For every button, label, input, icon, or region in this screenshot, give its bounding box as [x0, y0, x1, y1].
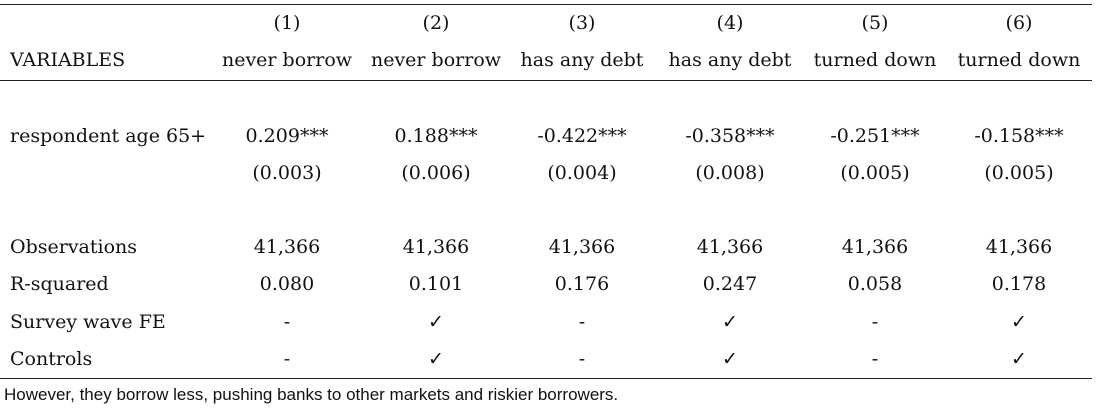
observations-2: 41,366: [402, 236, 470, 258]
table-header-rule: [0, 80, 1092, 81]
row-label-r-squared: R-squared: [10, 273, 109, 295]
column-title-4: has any debt: [668, 49, 792, 71]
controls-3: -: [578, 348, 586, 370]
row-label-survey-wave-fe: Survey wave FE: [10, 311, 166, 333]
table-bottom-rule: [0, 378, 1092, 379]
row-label-age: respondent age 65+: [10, 125, 207, 147]
column-title-6: turned down: [957, 49, 1081, 71]
r-squared-1: 0.080: [259, 273, 315, 295]
column-title-3: has any debt: [520, 49, 644, 71]
survey-wave-fe-1: -: [283, 311, 291, 333]
observations-6: 41,366: [985, 236, 1053, 258]
table-caption: However, they borrow less, pushing banks…: [4, 385, 619, 404]
coefficient-4: -0.358***: [685, 125, 775, 147]
std-error-4: (0.008): [695, 162, 765, 184]
row-label-observations: Observations: [10, 236, 138, 258]
r-squared-6: 0.178: [991, 273, 1047, 295]
controls-4: ✓: [722, 348, 738, 370]
column-number-3: (3): [568, 12, 596, 34]
coefficient-6: -0.158***: [974, 125, 1064, 147]
coefficient-2: 0.188***: [394, 125, 478, 147]
column-number-2: (2): [422, 12, 450, 34]
column-number-1: (1): [273, 12, 301, 34]
row-label-controls: Controls: [10, 348, 93, 370]
column-number-6: (6): [1005, 12, 1033, 34]
std-error-3: (0.004): [547, 162, 617, 184]
survey-wave-fe-2: ✓: [428, 311, 444, 333]
coefficient-1: 0.209***: [245, 125, 329, 147]
table-top-rule: [0, 4, 1092, 5]
column-title-2: never borrow: [370, 49, 502, 71]
controls-5: -: [871, 348, 879, 370]
observations-5: 41,366: [841, 236, 909, 258]
std-error-6: (0.005): [984, 162, 1054, 184]
controls-6: ✓: [1011, 348, 1027, 370]
column-title-5: turned down: [813, 49, 937, 71]
survey-wave-fe-4: ✓: [722, 311, 738, 333]
column-number-5: (5): [861, 12, 889, 34]
std-error-5: (0.005): [840, 162, 910, 184]
controls-1: -: [283, 348, 291, 370]
survey-wave-fe-5: -: [871, 311, 879, 333]
survey-wave-fe-6: ✓: [1011, 311, 1027, 333]
coefficient-3: -0.422***: [537, 125, 627, 147]
observations-4: 41,366: [696, 236, 764, 258]
r-squared-4: 0.247: [702, 273, 758, 295]
r-squared-5: 0.058: [847, 273, 903, 295]
controls-2: ✓: [428, 348, 444, 370]
variables-header: VARIABLES: [10, 49, 126, 71]
observations-1: 41,366: [253, 236, 321, 258]
observations-3: 41,366: [548, 236, 616, 258]
column-title-1: never borrow: [221, 49, 353, 71]
r-squared-2: 0.101: [408, 273, 464, 295]
coefficient-5: -0.251***: [830, 125, 920, 147]
survey-wave-fe-3: -: [578, 311, 586, 333]
r-squared-3: 0.176: [554, 273, 610, 295]
column-number-4: (4): [716, 12, 744, 34]
std-error-1: (0.003): [252, 162, 322, 184]
std-error-2: (0.006): [401, 162, 471, 184]
